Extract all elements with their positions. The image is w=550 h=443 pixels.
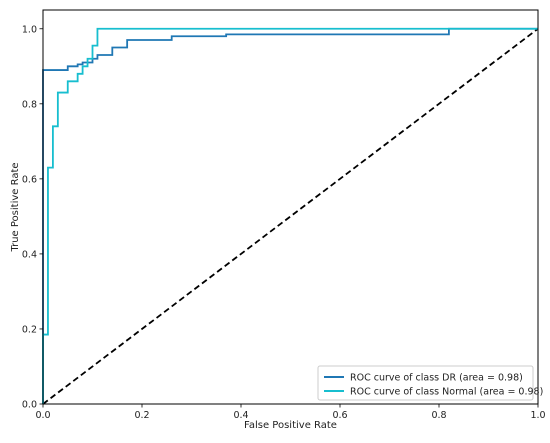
y-tick-label: 0.0 [22,400,37,411]
plot-area [42,27,539,405]
y-tick-label: 0.6 [22,174,37,185]
legend-label-normal: ROC curve of class Normal (area = 0.98) [350,387,543,398]
chance-diagonal-line [42,28,539,405]
y-tick-label: 0.4 [22,249,37,260]
legend-label-dr: ROC curve of class DR (area = 0.98) [350,373,523,384]
y-tick-label: 0.2 [22,324,37,335]
y-axis-label: True Positive Rate [10,162,21,252]
x-tick-label: 0.4 [233,410,248,421]
y-tick-label: 1.0 [22,24,37,35]
x-tick-label: 0.0 [35,410,50,421]
x-tick-label: 0.2 [134,410,149,421]
x-axis-label: False Positive Rate [244,420,337,431]
x-tick-label: 1.0 [530,410,545,421]
x-axis-ticks: 0.0 0.2 0.4 0.6 0.8 1.0 [35,404,546,421]
axes-frame [42,9,539,405]
x-tick-label: 0.6 [332,410,347,421]
series-line-normal [42,27,538,404]
series-line-dr [42,27,538,404]
legend-box [317,365,534,401]
y-axis-ticks: 0.0 0.2 0.4 0.6 0.8 1.0 [22,24,43,411]
y-tick-label: 0.8 [22,99,37,110]
x-tick-label: 0.8 [431,410,446,421]
legend: ROC curve of class DR (area = 0.98) ROC … [317,365,543,401]
